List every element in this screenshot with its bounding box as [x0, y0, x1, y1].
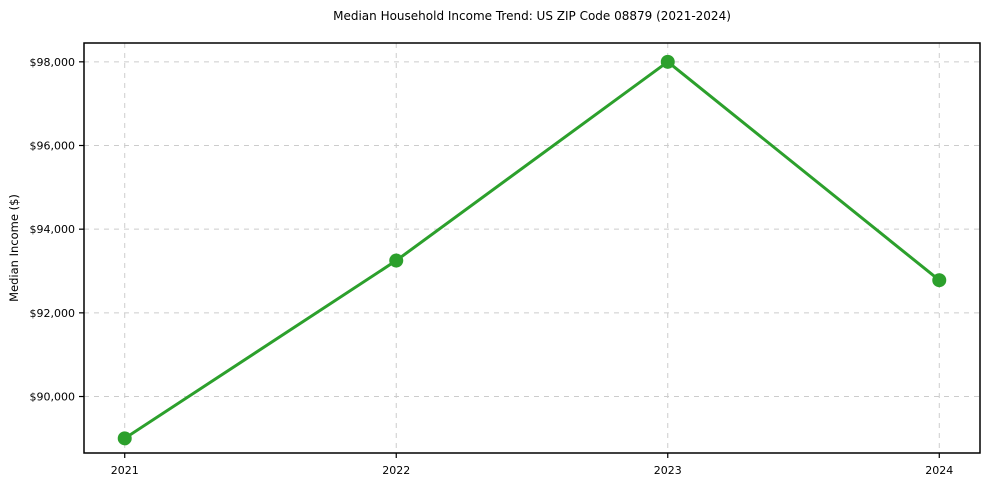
data-point-marker: [389, 253, 404, 268]
y-tick-label: $90,000: [30, 391, 76, 404]
data-point-marker: [660, 54, 675, 69]
x-tick-label: 2024: [925, 464, 953, 477]
data-point-marker: [932, 273, 947, 288]
data-point-marker: [117, 431, 132, 446]
y-tick-label: $94,000: [30, 223, 76, 236]
chart-title: Median Household Income Trend: US ZIP Co…: [333, 9, 731, 23]
x-tick-label: 2022: [382, 464, 410, 477]
trend-line: [123, 60, 941, 440]
x-tick-label: 2021: [111, 464, 139, 477]
y-tick-label: $92,000: [30, 307, 76, 320]
y-tick-label: $96,000: [30, 140, 76, 153]
plot-area: [84, 43, 980, 453]
x-tick-label: 2023: [654, 464, 682, 477]
plot-border: [83, 42, 981, 454]
y-axis-label: Median Income ($): [7, 194, 21, 302]
y-tick-label: $98,000: [30, 56, 76, 69]
